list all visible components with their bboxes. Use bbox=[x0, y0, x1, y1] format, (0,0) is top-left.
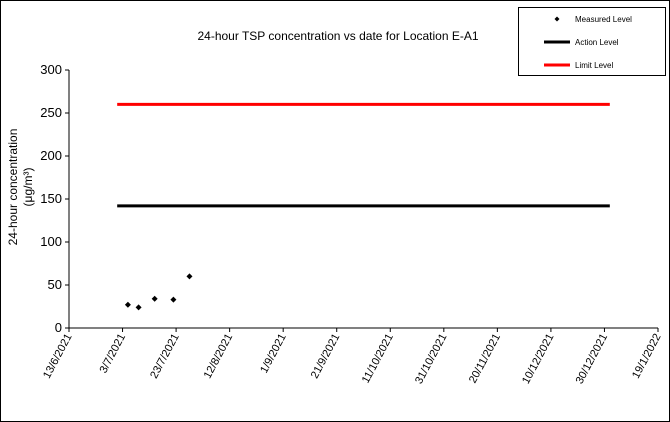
data-point bbox=[186, 273, 193, 280]
y-axis-label: (μg/m³) bbox=[21, 168, 35, 207]
y-axis-label: 24-hour concentration bbox=[6, 129, 20, 246]
y-tick-label: 150 bbox=[40, 191, 62, 206]
y-tick-label: 250 bbox=[40, 105, 62, 120]
y-tick-label: 50 bbox=[48, 277, 62, 292]
y-tick-label: 100 bbox=[40, 234, 62, 249]
legend-marker bbox=[554, 16, 560, 22]
legend-label: Measured Level bbox=[575, 15, 632, 24]
chart-title: 24-hour TSP concentration vs date for Lo… bbox=[197, 29, 478, 43]
data-point bbox=[124, 301, 131, 308]
y-tick-label: 300 bbox=[40, 62, 62, 77]
data-point bbox=[151, 295, 158, 302]
data-point bbox=[135, 304, 142, 311]
legend-box bbox=[518, 7, 666, 76]
legend-label: Action Level bbox=[575, 38, 619, 47]
data-point bbox=[170, 296, 177, 303]
y-tick-label: 200 bbox=[40, 148, 62, 163]
y-tick-label: 0 bbox=[55, 320, 62, 335]
legend-label: Limit Level bbox=[575, 61, 613, 70]
